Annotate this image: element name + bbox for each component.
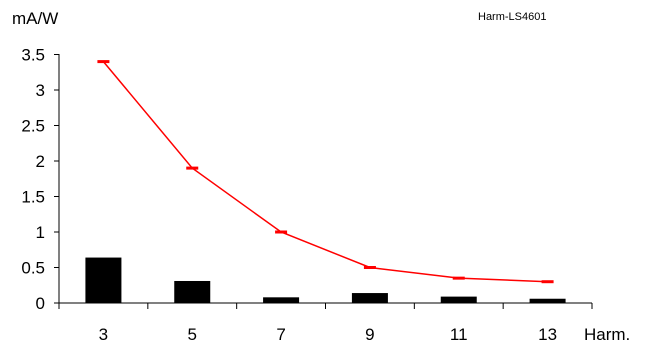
x-tick-label: 7: [276, 325, 285, 344]
bar: [529, 298, 566, 303]
x-axis-ticks: 3 5 7 9 11 13: [58, 303, 593, 344]
x-tick-label: 5: [188, 325, 197, 344]
x-tick-label: 3: [99, 325, 108, 344]
bar: [174, 280, 211, 303]
y-axis-unit-label: mA/W: [12, 9, 58, 28]
y-tick-label: 2.5: [21, 117, 45, 136]
x-axis-unit-label: Harm.: [584, 325, 630, 344]
x-tick-label: 11: [450, 325, 468, 344]
series-line: [102, 61, 548, 283]
y-tick-label: 1: [36, 223, 45, 242]
y-tick-label: 2: [36, 152, 45, 171]
x-tick-label: 13: [538, 325, 557, 344]
y-tick-label: 0.5: [21, 259, 45, 278]
line-series: [97, 60, 554, 284]
bar: [351, 293, 388, 303]
y-tick-label: 3: [36, 81, 45, 100]
y-tick-label: 3.5: [21, 46, 45, 65]
bar: [85, 257, 122, 303]
bar-series: [85, 257, 566, 303]
y-tick-label: 1.5: [21, 188, 45, 207]
bar: [440, 296, 477, 303]
y-axis-ticks: 0 0.5 1 1.5 2 2.5 3 3.5: [21, 46, 59, 313]
bar: [263, 297, 300, 303]
y-tick-label: 0: [36, 294, 45, 313]
chart-annotation: Harm-LS4601: [478, 11, 546, 23]
x-tick-label: 9: [365, 325, 374, 344]
